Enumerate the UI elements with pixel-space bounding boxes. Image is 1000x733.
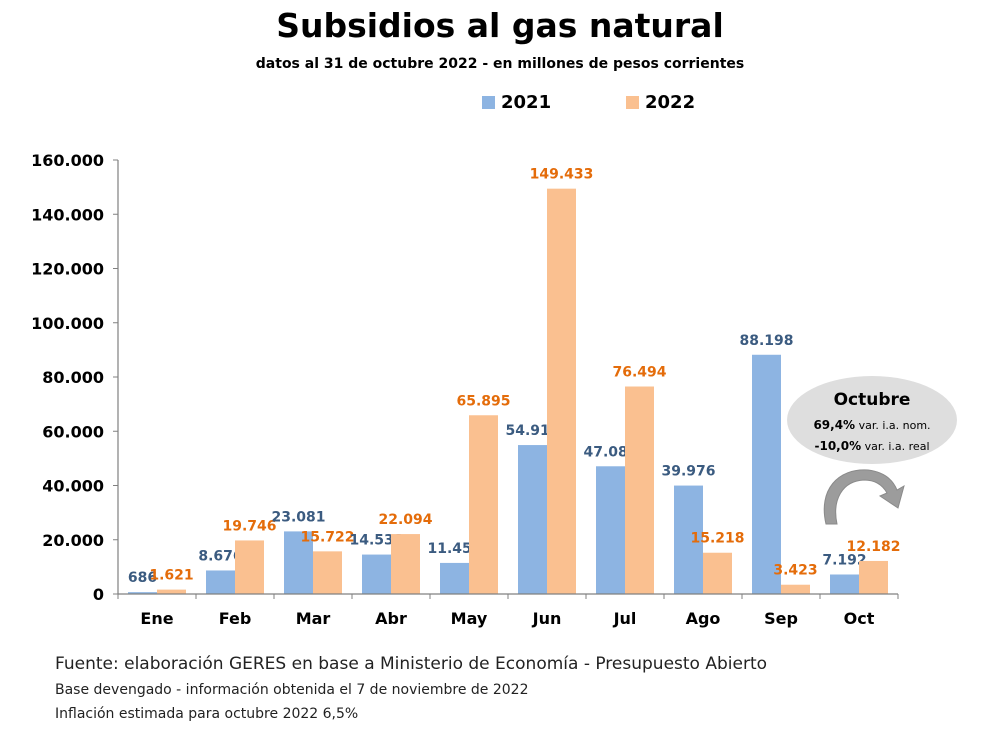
bar-2021-Mar	[284, 531, 313, 594]
legend-item-2022: 2022	[626, 92, 695, 113]
bar-2022-Mar	[313, 551, 342, 594]
data-label-2022-Jul: 76.494	[612, 365, 666, 381]
callout-ellipse	[787, 376, 957, 464]
x-tick-label: Mar	[296, 609, 331, 628]
data-label-2021-Ago: 39.976	[661, 464, 715, 480]
footer-source: Fuente: elaboración GERES en base a Mini…	[55, 654, 768, 674]
callout-nominal: 69,4% var. i.a. nom.	[787, 418, 957, 432]
bar-2021-Abr	[362, 554, 391, 594]
data-label-2022-Ene: 1.621	[149, 568, 193, 584]
y-tick-label: 160.000	[31, 151, 104, 170]
data-label-2021-Feb: 8.676	[198, 548, 242, 564]
data-label-2021-Jun: 54.911	[505, 423, 559, 439]
footer-inflation: Inflación estimada para octubre 2022 6,5…	[55, 706, 359, 722]
bar-2021-Feb	[206, 570, 235, 594]
y-tick-label: 100.000	[31, 314, 104, 333]
callout-nominal-text: var. i.a. nom.	[858, 419, 931, 432]
bar-2022-Feb	[235, 540, 264, 594]
x-tick-label: Oct	[844, 609, 875, 628]
y-tick-label: 120.000	[31, 260, 104, 279]
legend-label-2021: 2021	[501, 92, 552, 113]
x-tick-label: Ene	[140, 609, 173, 628]
data-label-2021-Sep: 88.198	[739, 333, 793, 349]
data-label-2022-May: 65.895	[456, 393, 510, 409]
chart-title: Subsidios al gas natural	[276, 6, 724, 45]
x-tick-label: Sep	[764, 609, 798, 628]
callout-real-value: -10,0%	[814, 439, 862, 453]
chart-subtitle: datos al 31 de octubre 2022 - en millone…	[255, 56, 745, 72]
data-label-2021-May: 11.458	[427, 541, 481, 557]
bar-2021-Oct	[830, 574, 859, 594]
data-label-2021-Oct: 7.192	[822, 552, 866, 568]
callout-real-text: var. i.a. real	[864, 440, 930, 453]
bar-2021-Ene	[128, 592, 157, 594]
data-label-2022-Oct: 12.182	[846, 539, 900, 555]
data-label-2021-Mar: 23.081	[271, 509, 325, 525]
data-label-2022-Jun: 149.433	[530, 167, 594, 183]
y-tick-label: 80.000	[42, 368, 104, 387]
x-tick-label: Ago	[686, 609, 721, 628]
x-tick-label: May	[451, 609, 488, 628]
curved-arrow-icon	[823, 469, 905, 525]
bar-2022-Jul	[625, 386, 654, 594]
october-callout: Octubre 69,4% var. i.a. nom. -10,0% var.…	[787, 376, 957, 464]
bar-2021-Jun	[518, 445, 547, 594]
x-tick-label: Abr	[375, 609, 407, 628]
legend-swatch-2022	[626, 96, 639, 109]
bar-2022-Sep	[781, 584, 810, 594]
bar-2022-Oct	[859, 560, 888, 594]
data-label-2022-Abr: 22.094	[378, 512, 432, 528]
callout-real: -10,0% var. i.a. real	[787, 439, 957, 453]
y-tick-label: 20.000	[42, 531, 104, 550]
bar-2021-May	[440, 562, 469, 594]
bar-2022-Ene	[157, 589, 186, 594]
data-label-2021-Jul: 47.086	[583, 444, 637, 460]
legend-item-2021: 2021	[482, 92, 551, 113]
legend-swatch-2021	[482, 96, 495, 109]
y-tick-label: 40.000	[42, 477, 104, 496]
bar-2022-Ago	[703, 552, 732, 594]
bar-2022-Jun	[547, 188, 576, 594]
y-tick-label: 0	[93, 585, 104, 604]
legend-label-2022: 2022	[645, 92, 696, 113]
bar-2022-Abr	[391, 534, 420, 594]
y-tick-label: 60.000	[42, 422, 104, 441]
data-label-2021-Abr: 14.538	[349, 533, 403, 549]
x-tick-label: Feb	[219, 609, 252, 628]
y-tick-label: 140.000	[31, 205, 104, 224]
data-label-2022-Ago: 15.218	[690, 531, 744, 547]
x-tick-label: Jul	[613, 609, 637, 628]
callout-nominal-value: 69,4%	[813, 418, 856, 432]
legend: 2021 2022	[0, 92, 1000, 116]
data-label-2022-Sep: 3.423	[773, 563, 817, 579]
data-label-2022-Feb: 19.746	[222, 518, 276, 534]
bar-2021-Sep	[752, 354, 781, 594]
footer-basis: Base devengado - información obtenida el…	[55, 682, 529, 698]
data-label-2021-Ene: 686	[128, 570, 157, 586]
bar-2021-Jul	[596, 466, 625, 594]
x-tick-label: Jun	[532, 609, 562, 628]
bar-2021-Ago	[674, 485, 703, 594]
bar-2022-May	[469, 415, 498, 594]
callout-title: Octubre	[833, 390, 911, 410]
data-label-2022-Mar: 15.722	[300, 529, 354, 545]
